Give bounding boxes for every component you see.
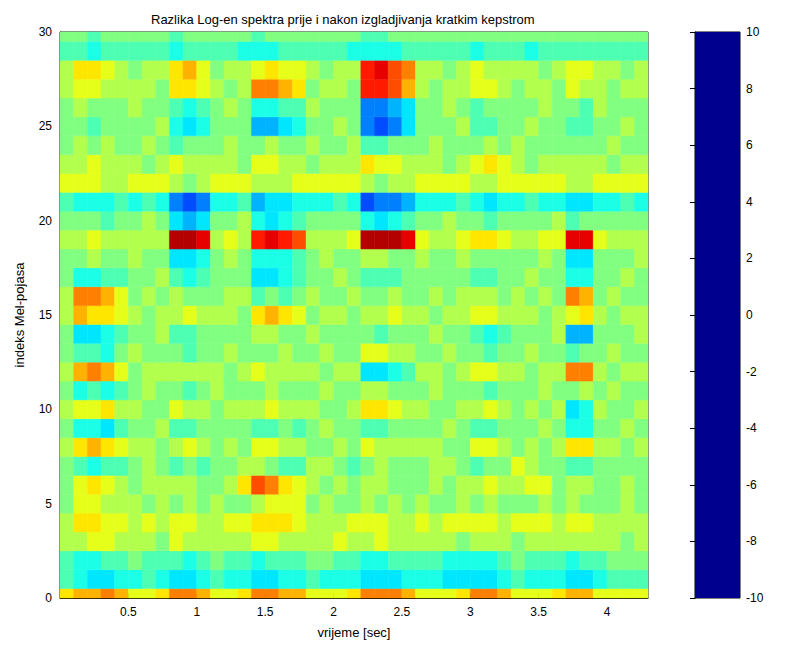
svg-text:15: 15 — [39, 308, 53, 322]
svg-text:3: 3 — [467, 605, 474, 619]
svg-text:-6: -6 — [746, 478, 757, 492]
svg-text:1.5: 1.5 — [257, 605, 274, 619]
svg-text:25: 25 — [39, 119, 53, 133]
svg-text:20: 20 — [39, 214, 53, 228]
svg-text:0: 0 — [746, 308, 753, 322]
svg-text:5: 5 — [45, 497, 52, 511]
svg-text:6: 6 — [746, 138, 753, 152]
svg-text:0.5: 0.5 — [120, 605, 137, 619]
svg-text:-4: -4 — [746, 421, 757, 435]
svg-text:-2: -2 — [746, 365, 757, 379]
svg-text:vrijeme [sec]: vrijeme [sec] — [318, 625, 391, 640]
svg-text:-8: -8 — [746, 534, 757, 548]
svg-text:-10: -10 — [746, 591, 764, 605]
svg-text:2.5: 2.5 — [394, 605, 411, 619]
svg-text:2: 2 — [330, 605, 337, 619]
svg-text:Razlika Log-en spektra prije i: Razlika Log-en spektra prije i nakon izg… — [151, 12, 535, 27]
svg-text:8: 8 — [746, 82, 753, 96]
svg-text:10: 10 — [39, 402, 53, 416]
svg-text:1: 1 — [193, 605, 200, 619]
svg-text:indeks Mel-pojasa: indeks Mel-pojasa — [12, 262, 27, 368]
svg-text:30: 30 — [39, 25, 53, 39]
svg-text:2: 2 — [746, 251, 753, 265]
svg-text:10: 10 — [746, 25, 760, 39]
svg-text:3.5: 3.5 — [530, 605, 547, 619]
svg-text:4: 4 — [604, 605, 611, 619]
svg-text:0: 0 — [45, 591, 52, 605]
svg-text:4: 4 — [746, 195, 753, 209]
